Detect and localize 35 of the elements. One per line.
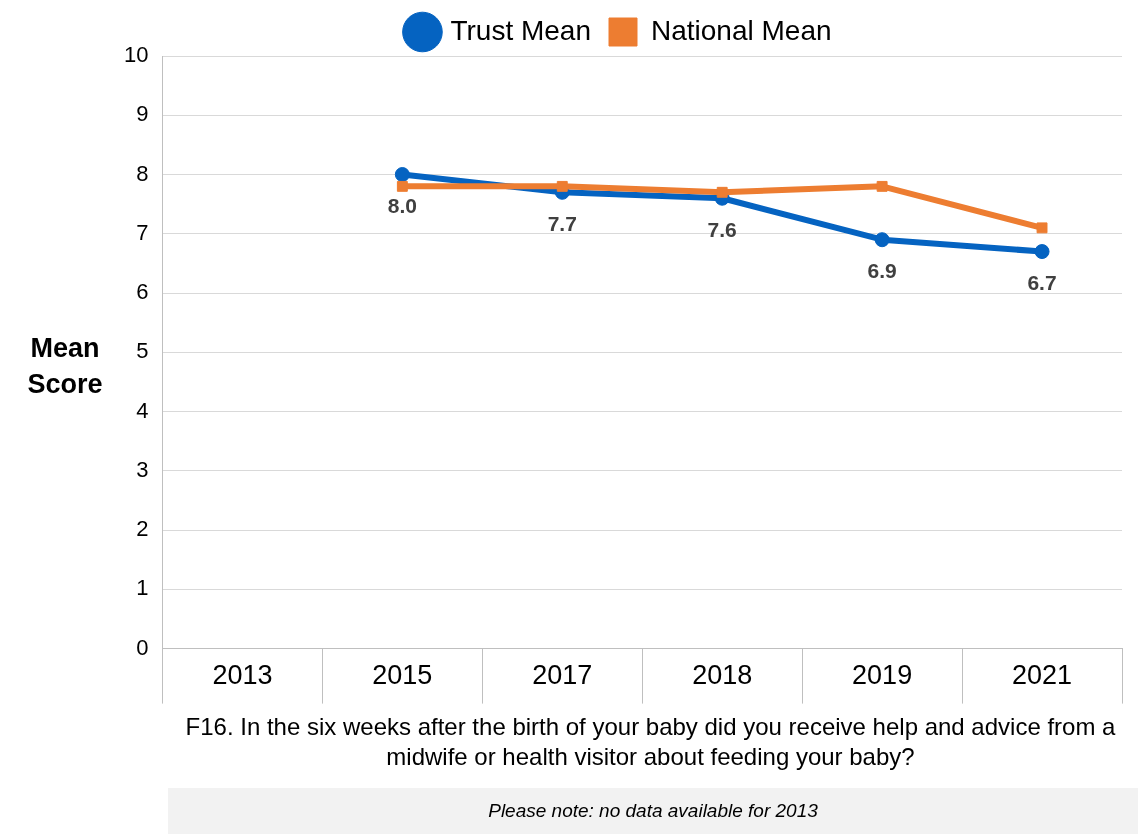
data-label: 7.7: [547, 211, 577, 235]
data-label: 7.6: [707, 217, 737, 241]
x-tick-label: 2021: [1012, 660, 1073, 691]
x-axis-title: F16. In the six weeks after the birth of your baby did you receive help and advice from a midwife or health visitor about feeding your baby?: [184, 712, 1117, 772]
point: [874, 232, 890, 248]
point: [1034, 244, 1050, 260]
y-tick-label: 2: [136, 516, 149, 542]
x-tick-label: 2018: [692, 660, 753, 691]
data-label: 8.0: [387, 193, 417, 217]
y-tick-label: 5: [136, 338, 149, 364]
legend-label: National Mean: [651, 14, 832, 46]
text: Please note: no data available for 2013: [168, 788, 1138, 834]
data-label: 6.9: [867, 259, 897, 282]
point: [1036, 222, 1048, 234]
legend-label: Trust Mean: [450, 14, 592, 46]
data-label: 6.7: [1027, 270, 1057, 294]
y-tick-label: 4: [136, 397, 149, 423]
y-tick-label: 1: [136, 575, 149, 601]
point: [556, 180, 568, 192]
y-tick-label: 0: [136, 634, 149, 660]
y-tick-label: 9: [136, 101, 149, 127]
y-tick-label: 7: [136, 219, 149, 245]
y-tick-label: 6: [136, 279, 149, 305]
x-tick-label: 2019: [852, 660, 913, 691]
x-tick-label: 2015: [372, 660, 433, 691]
point: [396, 180, 408, 192]
point: [876, 180, 888, 192]
point: [716, 186, 728, 198]
y-tick-label: 3: [136, 456, 149, 482]
x-tick-label: 2017: [532, 660, 593, 691]
y-axis-title: Mean Score: [26, 332, 104, 401]
y-tick-label: 8: [136, 160, 149, 186]
y-tick-label: 10: [123, 42, 149, 68]
point: [394, 167, 410, 183]
x-tick-label: 2013: [212, 660, 273, 691]
